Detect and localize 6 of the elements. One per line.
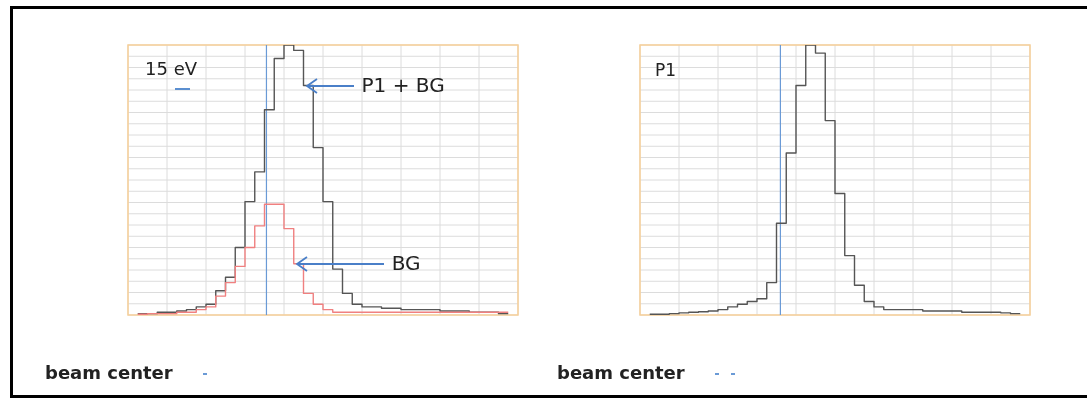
text: P1 (655, 60, 677, 80)
text: beam center (557, 362, 686, 383)
annotation: 15 eV (145, 58, 198, 79)
text: P1 + BG (361, 72, 445, 97)
series-label: BG (391, 250, 421, 275)
text: beam center (45, 362, 174, 383)
